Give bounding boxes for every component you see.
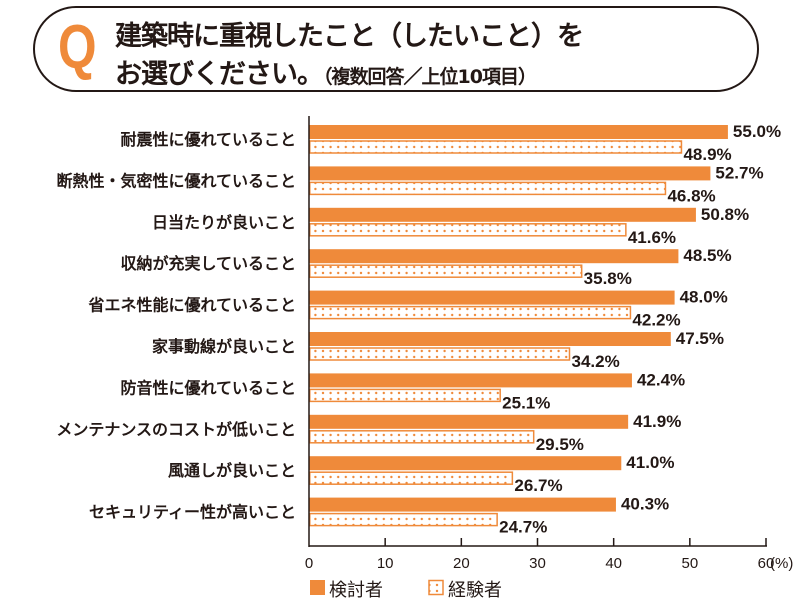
- value-label-solid: 52.7%: [715, 163, 763, 182]
- value-label-solid: 48.0%: [680, 288, 728, 307]
- value-label-dotted: 35.8%: [584, 269, 632, 288]
- category-label: 日当たりが良いこと: [152, 213, 296, 232]
- bar-solid: [309, 373, 632, 388]
- category-label: 省エネ性能に優れていること: [87, 296, 296, 315]
- category-label: 防音性に優れていること: [120, 378, 296, 397]
- category-label: 家事動線が良いこと: [152, 337, 296, 356]
- bar-solid: [309, 456, 622, 471]
- bar-solid: [309, 332, 671, 346]
- value-label-dotted: 42.2%: [632, 311, 680, 330]
- value-label-solid: 50.8%: [701, 205, 749, 224]
- bar-dotted: [309, 140, 683, 154]
- legend-label-solid: 検討者: [329, 580, 383, 601]
- bar-dotted: [309, 471, 514, 485]
- value-label-solid: 41.9%: [633, 412, 681, 431]
- bar-dotted: [309, 181, 667, 196]
- x-tick-label: 10: [377, 555, 394, 572]
- bar-dotted: [309, 388, 501, 403]
- legend: 検討者 経験者: [310, 579, 502, 601]
- bar-dotted: [309, 347, 571, 361]
- bar-dotted: [309, 264, 583, 278]
- x-tick-label: 0: [305, 555, 313, 572]
- bar-dotted: [309, 512, 498, 527]
- legend-swatch-solid: [310, 580, 325, 595]
- bar-solid: [309, 290, 675, 305]
- question-title-line1: 建築時に重視したこと（したいこと）を: [115, 21, 584, 52]
- bar-solid: [309, 207, 696, 222]
- value-label-dotted: 26.7%: [514, 476, 562, 495]
- category-label: セキュリティー性が高いこと: [89, 503, 296, 522]
- question-title-line2: お選びください。（複数回答／上位10項目）: [115, 52, 537, 91]
- value-label-solid: 55.0%: [733, 122, 781, 141]
- q-mark: Q: [58, 13, 97, 82]
- category-label: 収納が充実していること: [120, 254, 296, 273]
- bar-solid: [309, 414, 629, 429]
- question-title-box: [33, 6, 759, 92]
- x-tick-label: 30: [529, 555, 546, 572]
- bar-solid: [309, 125, 728, 139]
- value-label-dotted: 25.1%: [502, 393, 550, 412]
- value-label-dotted: 41.6%: [628, 228, 676, 247]
- value-label-solid: 40.3%: [621, 495, 669, 514]
- value-label-dotted: 24.7%: [499, 518, 547, 537]
- category-label: 断熱性・気密性に優れていること: [56, 171, 296, 190]
- bar-dotted: [309, 430, 535, 444]
- legend-swatch-dotted: [428, 579, 444, 596]
- x-tick-label: 40: [605, 555, 622, 572]
- x-tick-label: 60: [758, 555, 775, 572]
- value-label-dotted: 46.8%: [667, 186, 715, 205]
- question-note: （複数回答／上位10項目）: [323, 66, 537, 88]
- category-label: 耐震性に優れていること: [120, 130, 296, 149]
- bar-dotted: [309, 305, 632, 320]
- x-tick-label: 50: [681, 555, 698, 572]
- value-label-solid: 48.5%: [683, 246, 731, 265]
- x-axis-unit: (%): [770, 555, 793, 572]
- bar-solid: [309, 166, 711, 181]
- x-tick-label: 20: [453, 555, 470, 572]
- value-label-dotted: 48.9%: [683, 145, 731, 164]
- value-label-dotted: 29.5%: [536, 435, 584, 454]
- value-label-solid: 41.0%: [626, 453, 674, 472]
- bar-solid: [309, 497, 616, 512]
- bar-solid: [309, 249, 679, 264]
- value-label-solid: 42.4%: [637, 370, 685, 389]
- category-label: メンテナンスのコストが低いこと: [56, 420, 296, 439]
- legend-label-dotted: 経験者: [448, 580, 502, 601]
- value-label-dotted: 34.2%: [571, 352, 619, 371]
- bar-dotted: [309, 223, 627, 237]
- value-label-solid: 47.5%: [676, 329, 724, 348]
- category-label: 風通しが良いこと: [168, 461, 296, 480]
- question-title-line2-text: お選びください。: [115, 59, 324, 90]
